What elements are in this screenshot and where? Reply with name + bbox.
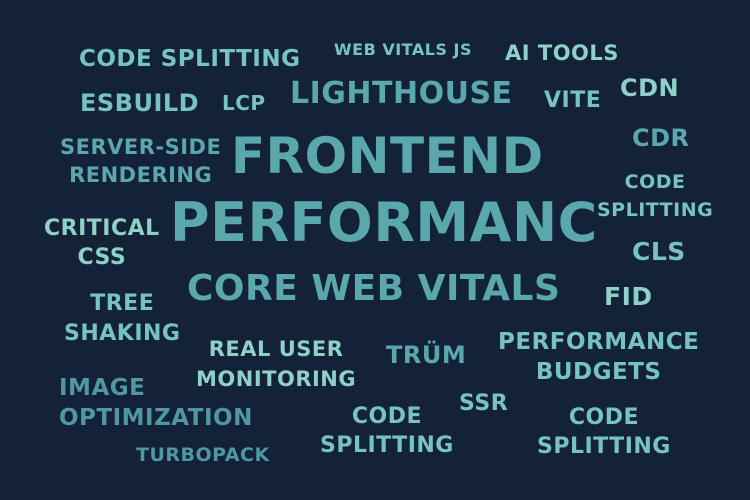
word-cdr: CDR (632, 124, 690, 152)
word-fid: FID (604, 282, 653, 311)
word-frontend: FRONTEND (231, 127, 544, 185)
word-line: BUDGETS (535, 359, 662, 385)
word-critical-css: CRITICAL CSS (44, 214, 160, 272)
word-line: CODE (351, 404, 422, 429)
word-line: RENDERING (69, 163, 213, 187)
word-cdn: CDN (620, 74, 680, 102)
word-line: IMAGE (59, 375, 146, 401)
word-line: CODE (568, 405, 639, 430)
word-code-splitting-3: CODE SPLITTING (320, 402, 454, 460)
word-web-vitals-js: WEB VITALS JS (334, 40, 472, 59)
word-line: REAL USER (208, 337, 344, 361)
word-image-optimization: IMAGE OPTIMIZATION (59, 373, 253, 433)
word-esbuild: ESBUILD (80, 89, 200, 117)
word-code-splitting-2: CODE SPLITTING (597, 168, 713, 224)
word-line: SHAKING (64, 321, 181, 346)
word-line: MONITORING (196, 367, 357, 391)
word-performance-budgets: PERFORMANCE BUDGETS (498, 327, 699, 387)
word-turbopack: TURBOPACK (136, 444, 270, 466)
word-performance: PERFORMANC (170, 191, 598, 254)
word-vite: VITE (544, 88, 602, 113)
word-line: SPLITTING (320, 433, 454, 458)
word-line: SPLITTING (597, 199, 714, 221)
word-line: SERVER-SIDE (60, 135, 222, 159)
word-code-splitting-4: CODE SPLITTING (537, 403, 671, 461)
word-lcp: LCP (222, 91, 266, 115)
word-lighthouse: LIGHTHOUSE (290, 76, 513, 111)
word-line: CODE (624, 171, 686, 193)
word-tree-shaking: TREE SHAKING (64, 289, 181, 349)
word-trum: TRÜM (386, 341, 467, 369)
word-line: CRITICAL (44, 216, 160, 241)
word-core-web-vitals: CORE WEB VITALS (187, 268, 561, 309)
word-cls: CLS (632, 237, 686, 266)
word-server-side-rendering: SERVER-SIDE RENDERING (60, 133, 221, 189)
word-line: TREE (90, 291, 155, 316)
word-line: OPTIMIZATION (59, 405, 253, 431)
word-real-user-monitoring: REAL USER MONITORING (196, 334, 356, 394)
word-line: CSS (77, 245, 127, 270)
word-code-splitting: CODE SPLITTING (79, 46, 301, 72)
word-line: SPLITTING (537, 434, 671, 459)
word-ssr: SSR (459, 391, 509, 416)
word-line: PERFORMANCE (498, 329, 700, 355)
word-ai-tools: AI TOOLS (505, 41, 619, 65)
